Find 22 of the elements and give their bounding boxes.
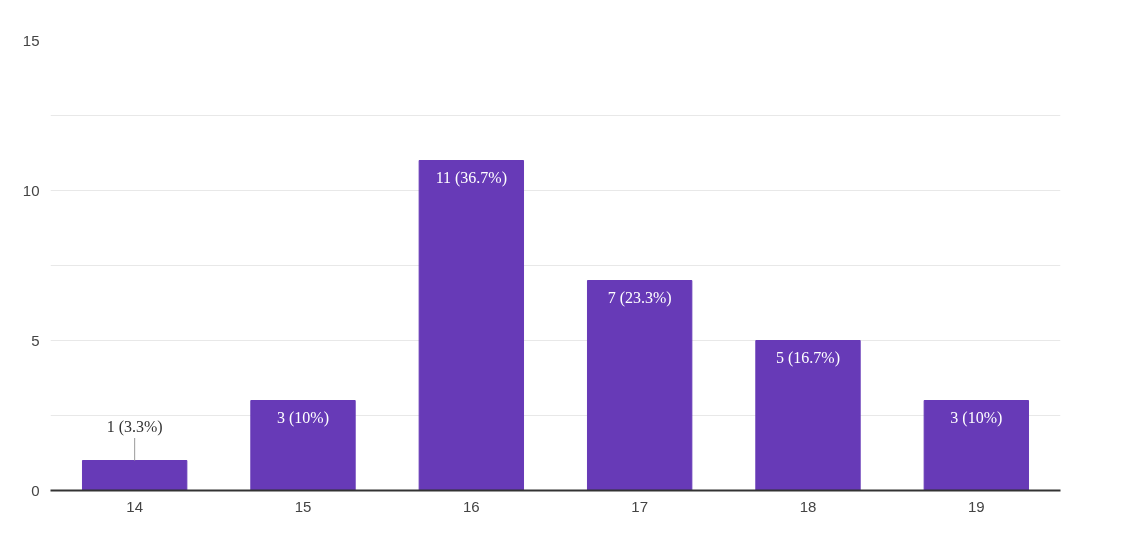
bar	[923, 400, 1030, 491]
data-label: 1 (3.3%)	[106, 417, 163, 436]
y-tick-label: 10	[22, 181, 40, 199]
y-tick-label: 0	[31, 481, 40, 499]
data-label: 7 (23.3%)	[607, 288, 672, 307]
bar	[418, 160, 525, 491]
x-tick-label: 14	[126, 497, 144, 515]
y-tick-label: 15	[22, 31, 40, 49]
data-label: 11 (36.7%)	[435, 168, 508, 187]
data-label: 3 (10%)	[950, 408, 1003, 427]
bar	[755, 340, 861, 491]
x-tick-label: 16	[462, 497, 480, 515]
x-tick-label: 17	[631, 497, 649, 515]
bar	[586, 280, 693, 491]
x-tick-label: 18	[799, 497, 817, 515]
data-label: 3 (10%)	[277, 408, 329, 427]
data-label: 5 (16.7%)	[776, 348, 840, 367]
x-tick-label: 19	[967, 497, 985, 515]
x-tick-label: 15	[294, 497, 312, 515]
bar	[250, 400, 356, 491]
y-tick-label: 5	[31, 331, 40, 349]
bar	[81, 460, 188, 491]
